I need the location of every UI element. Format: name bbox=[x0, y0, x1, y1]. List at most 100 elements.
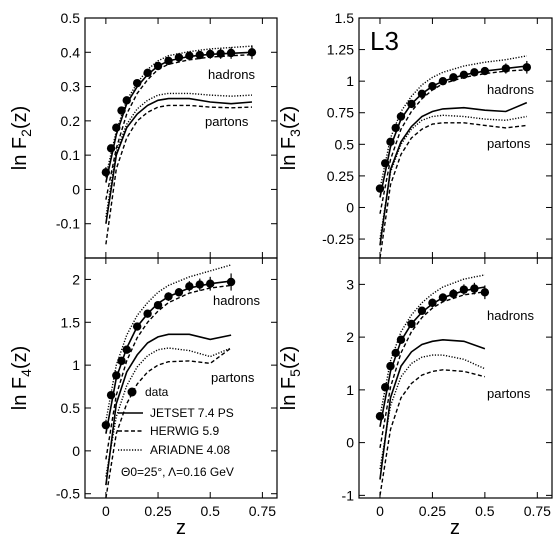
series-line-hadrons-herwig bbox=[105, 284, 232, 460]
legend-data-label: data bbox=[145, 385, 169, 399]
data-point bbox=[417, 306, 427, 315]
data-point bbox=[438, 293, 448, 302]
data-point bbox=[386, 137, 395, 146]
hadrons-label: hadrons bbox=[487, 82, 534, 97]
data-point bbox=[470, 284, 479, 293]
plot-marks: -0.25 0 0.25 0.5 0.75 1 1.25 1.5 bbox=[322, 10, 552, 259]
data-point bbox=[164, 292, 173, 301]
panel-ln-f5: -1 0 1 2 3 0 0.25 0.5 0.75 ln F5(z) hadrons part… bbox=[278, 257, 553, 519]
series-line-partons-herwig bbox=[105, 347, 232, 499]
partons-label: partons bbox=[205, 114, 249, 129]
data-point bbox=[470, 68, 479, 77]
data-point bbox=[386, 361, 395, 371]
hadrons-label: hadrons bbox=[208, 67, 255, 82]
partons-label: partons bbox=[487, 136, 531, 151]
data-point bbox=[417, 89, 427, 98]
series-line-partons-jetset bbox=[105, 97, 253, 224]
plot-marks: -0.5 0 0.5 1 1.5 2 0 0.25 0.5 0.75 bbox=[56, 258, 277, 519]
y-tick-label: 0.75 bbox=[327, 105, 354, 121]
series-line-partons-herwig bbox=[105, 104, 253, 245]
series-line-partons-herwig bbox=[379, 369, 486, 496]
data-point bbox=[206, 49, 215, 59]
data-point bbox=[143, 68, 152, 78]
legend-ariadne-label: ARIADNE 4.08 bbox=[150, 443, 230, 457]
data-point bbox=[381, 383, 390, 392]
data-point bbox=[216, 49, 225, 58]
data-point bbox=[428, 298, 437, 308]
series-line-hadrons-herwig bbox=[379, 291, 486, 449]
data-point bbox=[101, 168, 111, 177]
legend-herwig-label: HERWIG 5.9 bbox=[150, 424, 219, 438]
data-point bbox=[391, 348, 400, 358]
data-point bbox=[195, 280, 204, 289]
y-axis-label: ln F3(z) bbox=[278, 106, 303, 170]
series-line-partons-herwig bbox=[379, 122, 527, 259]
y-tick-label: 0 bbox=[346, 199, 354, 215]
y-tick-label: 1 bbox=[346, 382, 354, 398]
x-tick-label: 0 bbox=[376, 503, 384, 519]
legend-data-marker bbox=[127, 387, 137, 397]
y-tick-label: 0 bbox=[72, 181, 80, 197]
series-line-partons-ariadne bbox=[379, 114, 527, 240]
y-tick-label: 0.5 bbox=[335, 136, 355, 152]
x-axis-label-right: z bbox=[450, 517, 460, 539]
data-point bbox=[122, 345, 131, 354]
y-tick-label: 1 bbox=[346, 73, 354, 89]
hadrons-label: hadrons bbox=[213, 293, 260, 308]
data-point bbox=[143, 309, 152, 318]
data-point bbox=[206, 279, 215, 288]
data-point bbox=[117, 106, 126, 115]
plot-frame bbox=[84, 257, 278, 499]
y-tick-label: 0.25 bbox=[327, 168, 354, 184]
legend: data JETSET 7.4 PS HERWIG 5.9 ARIADNE 4.… bbox=[118, 385, 234, 479]
plot-marks: -1 0 1 2 3 0 0.25 0.5 0.75 bbox=[342, 258, 552, 519]
y-tick-label: 0.1 bbox=[61, 147, 81, 163]
y-tick-label: -0.1 bbox=[56, 216, 80, 232]
legend-jetset-label: JETSET 7.4 PS bbox=[150, 406, 234, 420]
data-point bbox=[153, 61, 163, 71]
x-tick-label: 0.75 bbox=[249, 503, 276, 519]
data-point bbox=[164, 56, 173, 66]
data-point bbox=[132, 322, 142, 331]
data-point bbox=[501, 64, 511, 73]
series-line-partons-ariadne bbox=[105, 92, 253, 218]
data-point bbox=[449, 73, 458, 82]
y-tick-label: 2 bbox=[72, 271, 80, 287]
x-tick-label: 0.5 bbox=[200, 503, 220, 519]
data-point bbox=[132, 78, 142, 88]
data-point bbox=[522, 63, 532, 72]
data-point bbox=[407, 99, 416, 109]
data-point bbox=[391, 123, 400, 133]
data-point bbox=[117, 356, 126, 366]
data-point bbox=[153, 300, 163, 310]
series-line-hadrons-ariadne bbox=[379, 55, 527, 189]
data-point bbox=[174, 53, 184, 62]
y-tick-label: 0.3 bbox=[61, 79, 81, 95]
data-point bbox=[122, 96, 131, 105]
data-point bbox=[174, 288, 184, 297]
data-point bbox=[438, 76, 448, 86]
data-point bbox=[407, 319, 416, 329]
data-point bbox=[226, 48, 236, 58]
panel-ln-f4: -0.5 0 0.5 1 1.5 2 0 0.25 0.5 0.75 ln F4(z) hadro… bbox=[9, 257, 278, 519]
panel-ln-f2: -0.1 0 0.1 0.2 0.3 0.4 0.5 ln F2(z) hadrons pa… bbox=[9, 10, 278, 259]
x-tick-label: 0.5 bbox=[475, 503, 495, 519]
data-point bbox=[459, 70, 469, 80]
partons-label: partons bbox=[487, 386, 531, 401]
data-point bbox=[480, 288, 490, 297]
partons-label: partons bbox=[211, 370, 255, 385]
y-tick-label: 0.5 bbox=[61, 10, 81, 26]
y-tick-label: 0.5 bbox=[61, 400, 81, 416]
y-tick-label: 0 bbox=[72, 443, 80, 459]
series-line-partons-jetset bbox=[105, 333, 232, 486]
y-tick-label: -1 bbox=[342, 487, 355, 503]
data-point bbox=[375, 184, 385, 193]
y-tick-label: 1.25 bbox=[327, 42, 354, 58]
y-tick-label: -0.5 bbox=[56, 486, 80, 502]
series-line-hadrons-ariadne bbox=[105, 264, 232, 422]
data-point bbox=[449, 289, 458, 299]
data-point bbox=[396, 112, 406, 121]
y-tick-label: 0.2 bbox=[61, 113, 81, 129]
legend-params: Θ0=25°, Λ=0.16 GeV bbox=[121, 465, 234, 479]
